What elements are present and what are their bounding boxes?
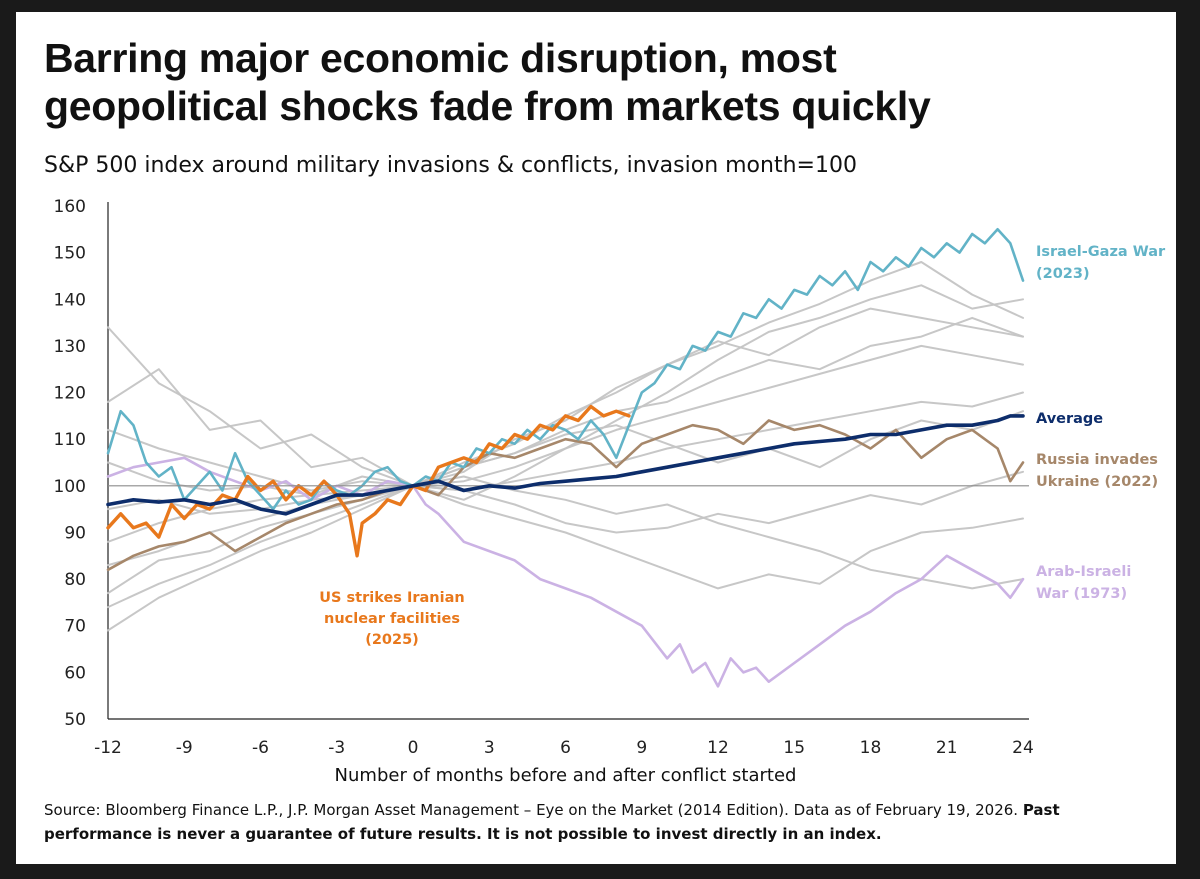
x-tick-label-3: 3: [484, 738, 495, 758]
series-line-iran-strikes: [106, 404, 631, 558]
series-line-israel-gaza: [106, 228, 1025, 511]
y-tick-label-160: 160: [54, 197, 86, 217]
x-tick-label-21: 21: [936, 738, 958, 758]
series-line-russia-ukraine: [106, 419, 1025, 572]
x-tick-label-0: 0: [408, 738, 419, 758]
y-tick-label-90: 90: [64, 523, 86, 543]
series-line-grey-2: [107, 307, 1024, 487]
series-label-israel-gaza-line-2: (2023): [1036, 266, 1090, 282]
series-label-iran-strikes-line-1: US strikes Iranian: [319, 590, 464, 606]
disclaimer-text: Past performance is never a guarantee of…: [44, 801, 1060, 843]
chart-title: Barring major economic disruption, most …: [44, 34, 1144, 130]
title-line-2: geopolitical shocks fade from markets qu…: [44, 83, 931, 129]
source-text: Source: Bloomberg Finance L.P., J.P. Mor…: [44, 801, 1019, 819]
series-line-grey-7: [107, 484, 1024, 595]
series-label-average-line-1: Average: [1036, 411, 1103, 427]
chart-card: Barring major economic disruption, most …: [16, 12, 1176, 864]
x-axis-label: Number of months before and after confli…: [335, 765, 797, 786]
y-tick-label-130: 130: [54, 337, 86, 357]
series-line-average: [106, 414, 1025, 516]
series-label-arab-israeli-line-1: Arab-Israeli: [1036, 564, 1131, 580]
y-tick-label-60: 60: [64, 663, 86, 683]
series-line-arab-israeli: [106, 456, 1025, 688]
chart-subtitle: S&P 500 index around military invasions …: [44, 153, 857, 178]
x-tick-label-9: 9: [636, 738, 647, 758]
x-tick-label--6: -6: [252, 738, 269, 758]
series-label-iran-strikes-line-2: nuclear facilities: [324, 611, 460, 627]
x-tick-label--3: -3: [328, 738, 345, 758]
y-tick-label-100: 100: [54, 477, 86, 497]
x-tick-label-24: 24: [1012, 738, 1034, 758]
series-label-russia-ukraine-line-1: Russia invades: [1036, 452, 1158, 468]
y-tick-label-110: 110: [54, 430, 86, 450]
x-tick-label-12: 12: [707, 738, 729, 758]
x-tick-label--9: -9: [176, 738, 193, 758]
y-tick-label-120: 120: [54, 384, 86, 404]
y-tick-label-140: 140: [54, 290, 86, 310]
series-line-grey-1: [107, 284, 1024, 501]
series-label-arab-israeli-line-2: War (1973): [1036, 586, 1127, 602]
y-tick-label-70: 70: [64, 617, 86, 637]
y-tick-label-50: 50: [64, 710, 86, 730]
y-tick-label-150: 150: [54, 244, 86, 264]
series-label-israel-gaza-line-1: Israel-Gaza War: [1036, 244, 1166, 260]
series-label-russia-ukraine-line-2: Ukraine (2022): [1036, 474, 1158, 490]
source-note: Source: Bloomberg Finance L.P., J.P. Mor…: [44, 798, 1154, 846]
series-line-grey-10: [107, 344, 1024, 567]
series-label-iran-strikes-line-3: (2025): [365, 632, 419, 648]
series-line-grey-5: [107, 391, 1024, 543]
x-tick-label-18: 18: [860, 738, 882, 758]
title-line-1: Barring major economic disruption, most: [44, 35, 837, 81]
x-tick-label-6: 6: [560, 738, 571, 758]
x-tick-label-15: 15: [783, 738, 805, 758]
y-tick-label-80: 80: [64, 570, 86, 590]
x-tick-label--12: -12: [94, 738, 122, 758]
series-line-grey-9: [107, 410, 1024, 492]
